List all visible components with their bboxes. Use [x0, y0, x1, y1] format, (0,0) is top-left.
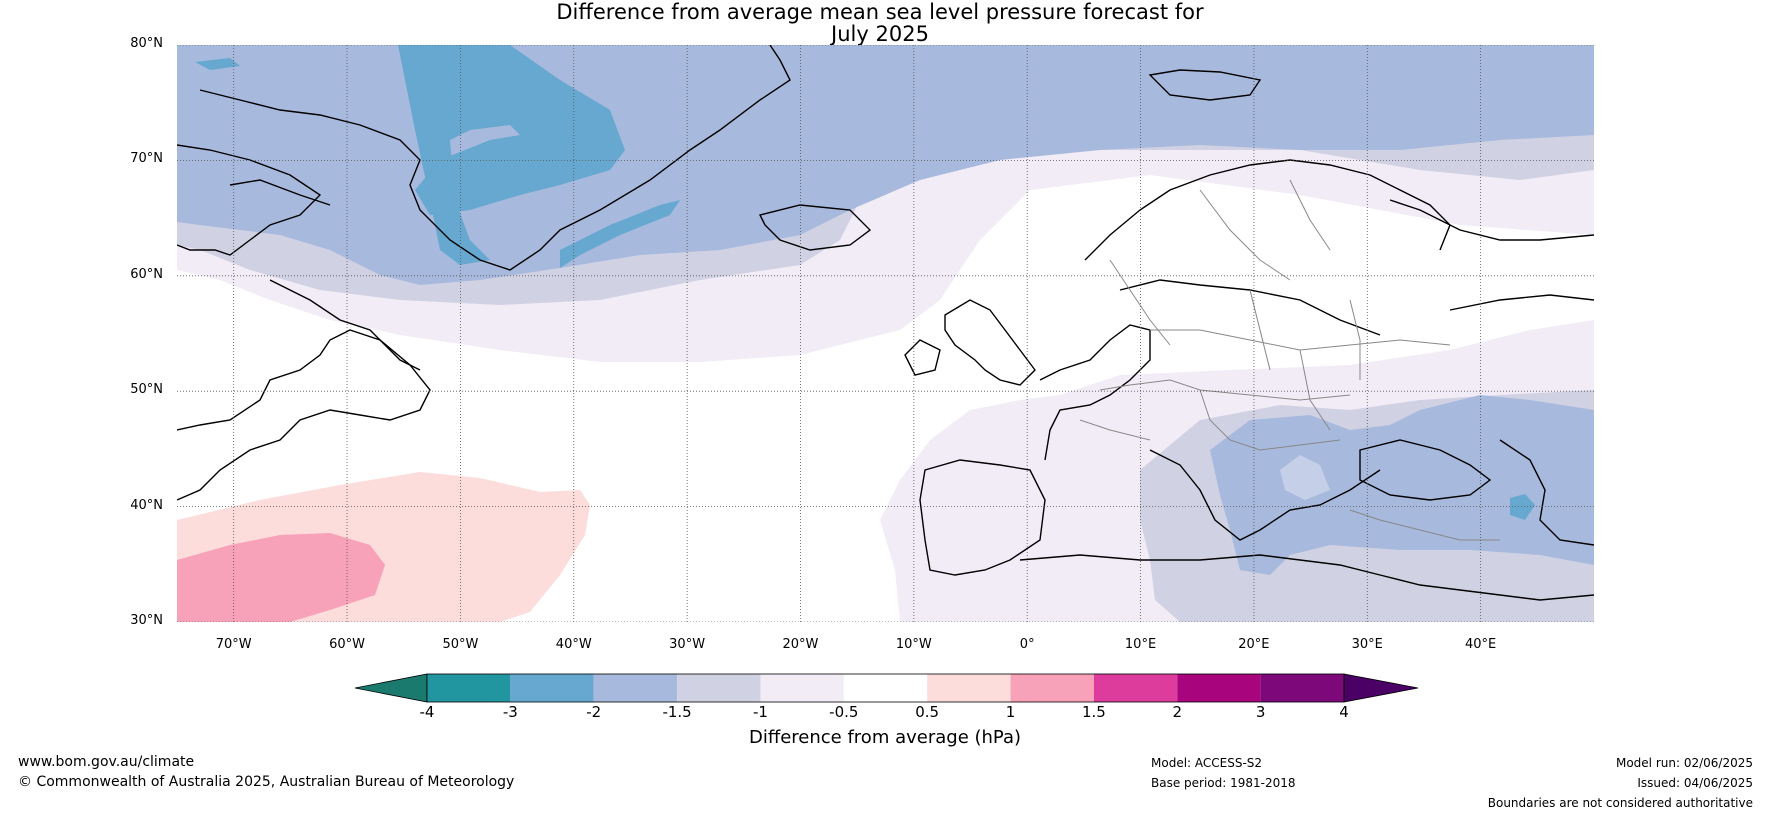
anomaly-region-minus-1-5-italy — [1280, 455, 1330, 500]
longitude-label: 30°W — [669, 637, 706, 652]
longitude-label: 50°W — [442, 637, 479, 652]
colorbar-segment — [1093, 674, 1178, 702]
colorbar-tick-label: 4 — [1339, 703, 1349, 721]
colorbar-segment — [760, 674, 844, 702]
longitude-label: 40°E — [1464, 637, 1497, 652]
longitude-label: 0° — [1019, 637, 1035, 652]
latitude-label: 80°N — [130, 36, 163, 51]
longitude-label: 10°W — [895, 637, 932, 652]
colorbar-tick-label: -0.5 — [829, 703, 859, 721]
colorbar-extend-low — [354, 673, 428, 703]
colorbar-outline — [426, 673, 1345, 703]
latitude-label: 70°N — [130, 151, 163, 167]
longitude-label: 60°W — [329, 637, 365, 652]
map-title-line-1: Difference from average mean sea level p… — [556, 0, 1204, 24]
map-title-line-2: July 2025 — [831, 22, 929, 46]
colorbar-tick-label: -2 — [586, 703, 602, 721]
longitude-label: 70°W — [215, 637, 252, 652]
colorbar-segment — [1177, 674, 1261, 702]
colorbar-tick-label: -3 — [502, 703, 518, 721]
anomaly-region-minus-2-tail — [560, 200, 680, 268]
colorbar-tick-label: -4 — [419, 703, 435, 721]
longitude-label: 20°E — [1238, 637, 1270, 652]
colorbar-tick-label: -1 — [752, 703, 768, 721]
colorbar-segment — [1260, 674, 1344, 702]
colorbar-segment — [593, 674, 678, 702]
colorbar-tick-label: 2 — [1172, 703, 1183, 721]
longitude-label: 20°W — [782, 637, 819, 652]
copyright-text: © Commonwealth of Australia 2025, Austra… — [18, 774, 515, 790]
latitude-label: 60°N — [130, 266, 163, 282]
anomaly-region-plus-1 — [177, 533, 385, 622]
anomaly-region-minus-2-greenland — [398, 45, 625, 265]
model-name: Model: ACCESS-S2 — [1151, 756, 1263, 770]
colorbar-title: Difference from average (hPa) — [748, 727, 1022, 748]
colorbar-extend-high — [1343, 673, 1419, 703]
anomaly-region-minus-1-5-europe — [1210, 395, 1594, 575]
anomaly-region-minus-2-labrador — [195, 58, 240, 70]
colorbar-segment — [927, 674, 1011, 702]
gridlines — [177, 45, 1594, 622]
colorbar-tick-label: 1 — [1005, 703, 1016, 721]
colorbar-segment — [427, 674, 511, 702]
latitude-label: 50°N — [130, 382, 163, 398]
latitude-label: 40°N — [130, 497, 163, 513]
colorbar-segment — [510, 674, 594, 702]
base-period: Base period: 1981-2018 — [1151, 776, 1296, 790]
colorbar-segment — [677, 674, 761, 702]
issued-date: Issued: 04/06/2025 — [1637, 776, 1753, 790]
longitude-label: 10°E — [1124, 637, 1157, 652]
disclaimer: Boundaries are not considered authoritat… — [1487, 796, 1753, 810]
model-run-date: Model run: 02/06/2025 — [1615, 756, 1753, 770]
website-url: www.bom.gov.au/climate — [18, 754, 195, 770]
longitude-label: 40°W — [555, 637, 592, 652]
colorbar-tick-label: 0.5 — [915, 703, 940, 721]
colorbar-tick-label: 3 — [1255, 703, 1266, 721]
longitude-label: 30°E — [1351, 637, 1383, 652]
country-borders — [1079, 179, 1500, 541]
colorbar-tick-label: -1.5 — [662, 703, 692, 721]
colorbar-segment — [843, 674, 928, 702]
colorbar-tick-label: 1.5 — [1081, 703, 1106, 721]
anomaly-region-minus-2-caucasus — [1510, 494, 1535, 520]
latitude-label: 30°N — [130, 613, 163, 628]
colorbar-segment — [1010, 674, 1094, 702]
